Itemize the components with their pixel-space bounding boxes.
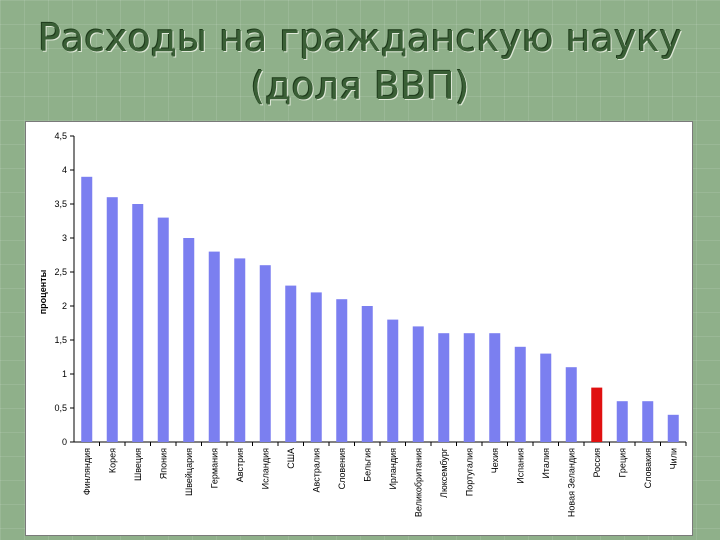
bar: [285, 285, 297, 442]
x-tick-label: Греция: [617, 448, 627, 478]
bar: [259, 265, 271, 442]
y-tick-label: 3,5: [54, 199, 67, 209]
x-tick-label: Швейцария: [184, 448, 194, 496]
x-tick-label: Италия: [541, 448, 551, 479]
bar-chart: проценты 0 0,5 1 1,5 2 2,5 3 3,5 4 4,5 Финляндия Ко…: [38, 131, 687, 517]
y-tick-label: 2,5: [54, 267, 67, 277]
x-tick-label: Австрия: [235, 448, 245, 482]
y-tick-label: 2: [62, 301, 67, 311]
x-tick-label: Португалия: [464, 448, 474, 496]
bar: [489, 333, 501, 442]
bar: [183, 238, 195, 442]
x-tick-label: США: [286, 448, 296, 469]
x-tick-label: Ирландия: [388, 448, 398, 490]
bar: [361, 306, 373, 442]
x-tick-label: Словения: [337, 448, 347, 490]
bar: [438, 333, 450, 442]
y-tick-label: 3: [62, 233, 67, 243]
x-tick-label: Великобритания: [413, 448, 423, 517]
x-tick-label: Корея: [107, 448, 117, 473]
x-tick-label: Новая Зеландия: [566, 448, 576, 517]
bar: [667, 414, 679, 442]
x-tick-label: Люксембург: [439, 447, 449, 498]
x-tick-label: Австралия: [311, 448, 321, 493]
slide-title: Расходы на гражданскую науку (доля ВВП): [0, 14, 720, 110]
bar: [387, 319, 399, 442]
bar: [591, 387, 603, 442]
x-tick-label: Финляндия: [82, 448, 92, 495]
x-tick-label: Бельгия: [362, 448, 372, 482]
y-tick-label: 0,5: [54, 403, 67, 413]
bar: [132, 204, 144, 442]
bar: [208, 251, 220, 442]
bar: [616, 401, 628, 442]
y-tick-label: 1: [62, 369, 67, 379]
bar: [106, 197, 118, 442]
x-tick-label: Россия: [592, 448, 602, 478]
bar: [412, 326, 424, 442]
y-tick-label: 0: [62, 437, 67, 447]
bar: [540, 353, 552, 442]
bar: [157, 217, 169, 442]
x-tick-label: Словакия: [643, 448, 653, 489]
bar: [463, 333, 475, 442]
chart-frame: проценты 0 0,5 1 1,5 2 2,5 3 3,5 4 4,5 Финляндия Ко…: [25, 121, 693, 536]
bar: [642, 401, 654, 442]
bar: [514, 346, 526, 442]
y-tick-label: 4,5: [54, 131, 67, 141]
bar: [565, 367, 577, 442]
y-tick-label: 4: [62, 165, 67, 175]
x-tick-label: Испания: [515, 448, 525, 484]
x-tick-label: Исландия: [260, 448, 270, 489]
slide-title-line-1: Расходы на гражданскую науку: [38, 16, 682, 60]
bar: [234, 258, 246, 442]
bar: [336, 299, 348, 442]
bar: [81, 176, 93, 443]
bar: [310, 292, 322, 442]
x-tick-label: Япония: [158, 448, 168, 479]
slide-title-line-2: (доля ВВП): [250, 64, 470, 108]
x-tick-label: Швеция: [133, 448, 143, 481]
y-axis-label: проценты: [38, 269, 48, 314]
x-tick-label: Чили: [668, 448, 678, 469]
y-tick-label: 1,5: [54, 335, 67, 345]
x-tick-label: Чехия: [490, 448, 500, 473]
x-tick-label: Германия: [209, 448, 219, 488]
